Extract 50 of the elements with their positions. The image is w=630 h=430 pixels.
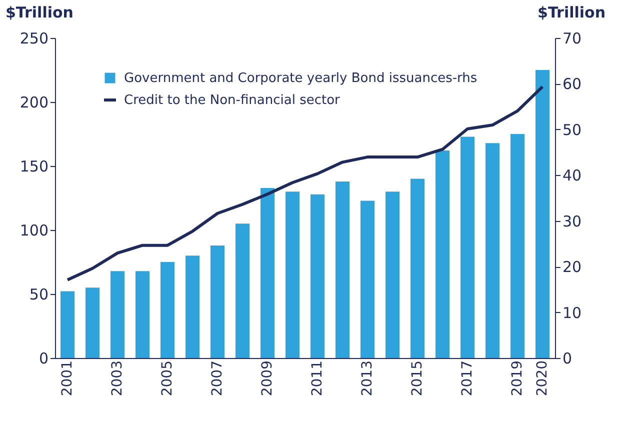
line-series [66, 85, 544, 282]
y2-tick-label: 30 [562, 212, 582, 230]
x-tick-label: 2013 [360, 360, 376, 396]
bar [260, 188, 274, 358]
x-tick-label: 2003 [110, 360, 126, 396]
y-tick-label: 100 [20, 222, 48, 240]
bar [486, 143, 500, 358]
x-tick-label: 2005 [160, 360, 176, 396]
bar [336, 182, 350, 358]
y2-tick-label: 10 [562, 304, 582, 322]
bar [86, 288, 100, 358]
y-tick-label: 150 [20, 158, 48, 176]
bar [386, 192, 400, 358]
x-tick-label: 2015 [410, 360, 426, 396]
legend-label: Government and Corporate yearly Bond issuances-rhs [124, 71, 478, 86]
bar [60, 291, 74, 358]
bar [410, 178, 424, 358]
y2-tick-label: 0 [562, 350, 572, 368]
x-tick-label: 2001 [60, 360, 76, 396]
x-tick-label: 2017 [460, 360, 476, 396]
bar [460, 136, 474, 358]
y2-tick-label: 50 [562, 120, 582, 139]
x-tick-label: 2007 [210, 360, 226, 396]
bar [310, 194, 324, 358]
y2-tick-label: 60 [562, 75, 582, 94]
bar [510, 134, 524, 358]
bar [110, 271, 124, 358]
bar [286, 192, 300, 358]
bar [536, 70, 550, 358]
bar [160, 262, 174, 358]
x-tick-label: 2009 [260, 360, 276, 396]
y2-tick-label: 40 [562, 166, 582, 185]
y-tick-label: 50 [29, 286, 48, 304]
legend-label: Credit to the Non-financial sector [124, 93, 341, 108]
bar [186, 256, 200, 358]
x-tick-label: 2019 [510, 360, 526, 396]
x-tick-label: 2020 [534, 360, 550, 396]
bar [210, 246, 224, 358]
x-tick-label: 2011 [310, 360, 326, 396]
y2-axis-title: $Trillion [538, 4, 606, 22]
y2-tick-label: 70 [562, 30, 582, 48]
y-tick-label: 250 [20, 30, 48, 48]
bar [436, 150, 450, 358]
bar [236, 224, 250, 358]
bar [136, 271, 150, 358]
y-tick-label: 200 [20, 94, 48, 112]
y-tick-label: 0 [38, 350, 48, 368]
y-axis-title: $Trillion [6, 4, 74, 22]
bar [360, 200, 374, 358]
y2-tick-label: 20 [562, 258, 582, 276]
